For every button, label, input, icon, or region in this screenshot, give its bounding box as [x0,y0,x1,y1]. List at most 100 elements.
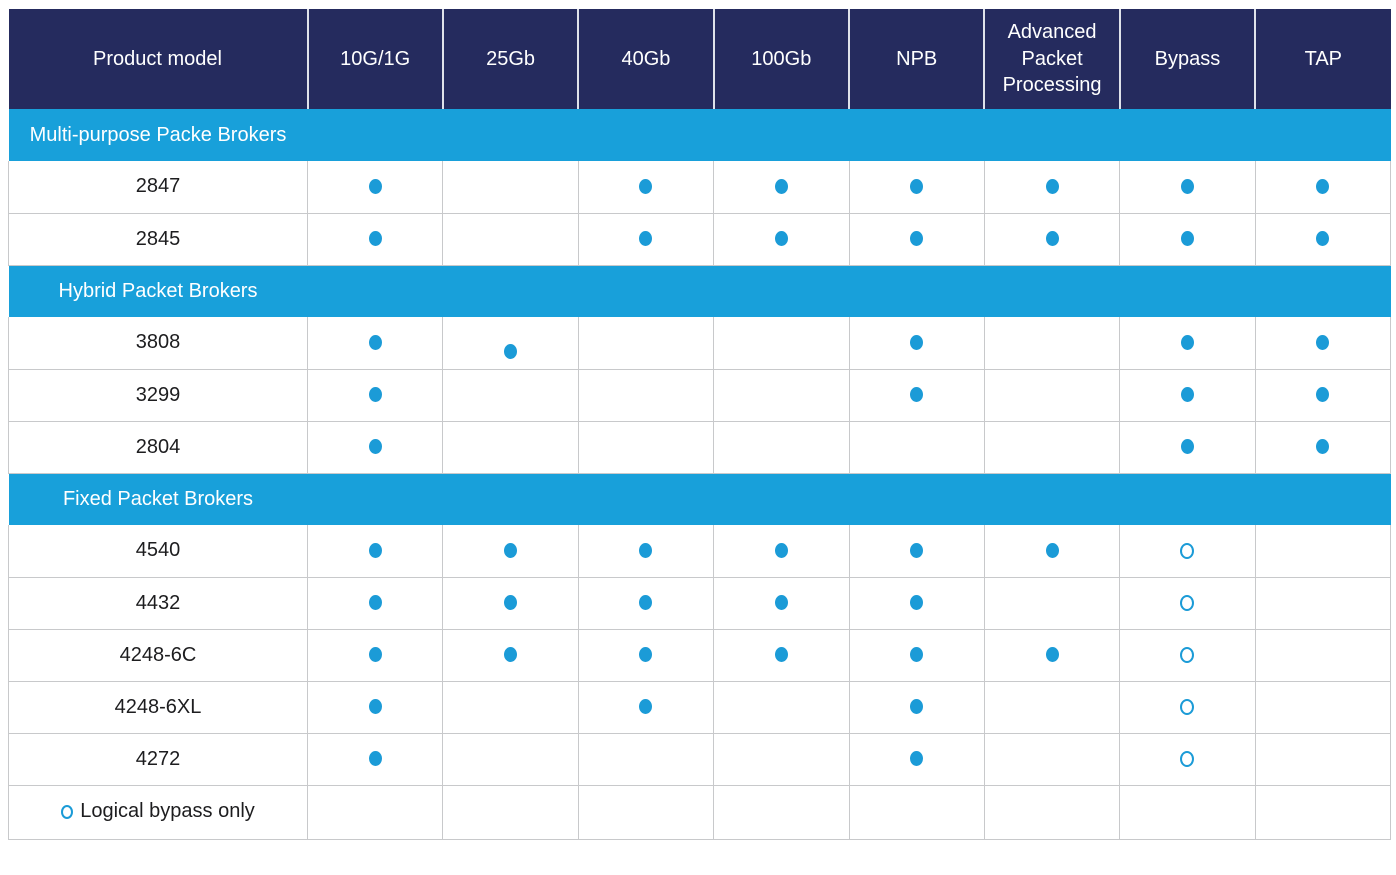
legend-empty-cell [713,785,850,840]
filled-dot-icon [1316,439,1330,455]
feature-cell-40gb [578,681,715,734]
column-header-10g-1g: 10G/1G [307,9,444,109]
feature-cell-bypass [1119,317,1256,370]
feature-cell-npb [849,733,985,786]
open-circle-icon [1180,646,1195,663]
feature-cell-npb [849,681,985,734]
feature-cell-10g-1g [307,681,444,734]
section-row-multi-purpose-packe-brokers: Multi-purpose Packe Brokers [8,109,1391,161]
filled-dot-icon [368,387,382,403]
filled-dot-icon [1180,231,1194,247]
filled-dot-icon [504,595,518,611]
feature-cell-25gb [442,317,579,370]
feature-cell-advanced-packet-processing [984,161,1121,214]
table-row-4248-6c: 4248-6C [8,629,1392,682]
feature-cell-25gb [442,577,579,630]
feature-cell-40gb [578,525,715,578]
feature-cell-tap [1255,629,1392,682]
table-row-2804: 2804 [8,421,1392,474]
feature-cell-npb [849,213,985,266]
feature-cell-25gb [442,213,579,266]
filled-dot-icon [1045,179,1059,195]
legend: Logical bypass only [61,800,255,823]
table-row-4272: 4272 [8,733,1392,786]
filled-dot-icon [368,699,382,715]
feature-cell-10g-1g [307,213,444,266]
section-label: Multi-purpose Packe Brokers [29,123,287,146]
filled-dot-icon [910,335,924,351]
filled-dot-icon [368,543,382,559]
filled-dot-icon [774,595,788,611]
filled-dot-icon [1180,387,1194,403]
feature-cell-advanced-packet-processing [984,317,1121,370]
product-model-label: 4248-6XL [8,681,308,734]
feature-cell-tap [1255,317,1392,370]
filled-dot-icon [774,231,788,247]
open-circle-icon [1180,750,1195,767]
filled-dot-icon [910,231,924,247]
open-circle-icon [1180,594,1195,611]
filled-dot-icon [1316,387,1330,403]
product-model-label: 4272 [8,733,308,786]
table-body: Multi-purpose Packe Brokers 2847 2845 Hybri… [8,109,1392,786]
column-header-product-model: Product model [8,9,309,109]
filled-dot-icon [368,439,382,455]
feature-cell-10g-1g [307,629,444,682]
legend-label: Logical bypass only [80,800,255,823]
feature-cell-tap [1255,213,1392,266]
filled-dot-icon [368,595,382,611]
feature-cell-10g-1g [307,733,444,786]
filled-dot-icon [639,543,653,559]
feature-cell-advanced-packet-processing [984,421,1121,474]
table-row-2847: 2847 [8,161,1392,214]
column-header-25gb: 25Gb [442,9,580,109]
feature-cell-25gb [442,681,579,734]
section-bar: Hybrid Packet Brokers [8,265,1391,317]
feature-cell-advanced-packet-processing [984,525,1121,578]
feature-cell-bypass [1119,369,1256,422]
filled-dot-icon [1180,439,1194,455]
feature-cell-npb [849,421,985,474]
feature-cell-10g-1g [307,317,444,370]
feature-cell-advanced-packet-processing [984,213,1121,266]
filled-dot-icon [1316,231,1330,247]
filled-dot-icon [639,179,653,195]
legend-empty-cell [1119,785,1256,840]
legend-empty-cell [1255,785,1392,840]
table-row-4540: 4540 [8,525,1392,578]
feature-cell-40gb [578,577,715,630]
feature-cell-bypass [1119,421,1256,474]
section-label: Fixed Packet Brokers [62,487,254,510]
feature-cell-10g-1g [307,369,444,422]
legend-empty-cell [849,785,985,840]
feature-cell-100gb [713,213,850,266]
feature-cell-bypass [1119,681,1256,734]
feature-cell-100gb [713,629,850,682]
section-bar: Fixed Packet Brokers [8,473,1391,525]
feature-cell-npb [849,525,985,578]
column-header-40gb: 40Gb [578,9,715,109]
feature-cell-25gb [442,733,579,786]
feature-cell-npb [849,161,985,214]
column-header-bypass: Bypass [1119,9,1257,109]
filled-dot-icon [910,387,924,403]
feature-cell-tap [1255,733,1392,786]
legend-empty-cell [307,785,444,840]
feature-cell-25gb [442,421,579,474]
filled-dot-icon [774,543,788,559]
filled-dot-icon [639,699,653,715]
filled-dot-icon [1180,179,1194,195]
feature-cell-npb [849,577,985,630]
feature-cell-25gb [442,161,579,214]
product-model-label: 4432 [8,577,308,630]
table-row-3299: 3299 [8,369,1392,422]
filled-dot-icon [368,335,382,351]
feature-cell-40gb [578,629,715,682]
filled-dot-icon [1045,543,1059,559]
filled-dot-icon [504,647,518,663]
filled-dot-icon [910,647,924,663]
filled-dot-icon [1316,335,1330,351]
column-header-100gb: 100Gb [713,9,851,109]
filled-dot-icon [910,751,924,767]
filled-dot-icon [639,647,653,663]
